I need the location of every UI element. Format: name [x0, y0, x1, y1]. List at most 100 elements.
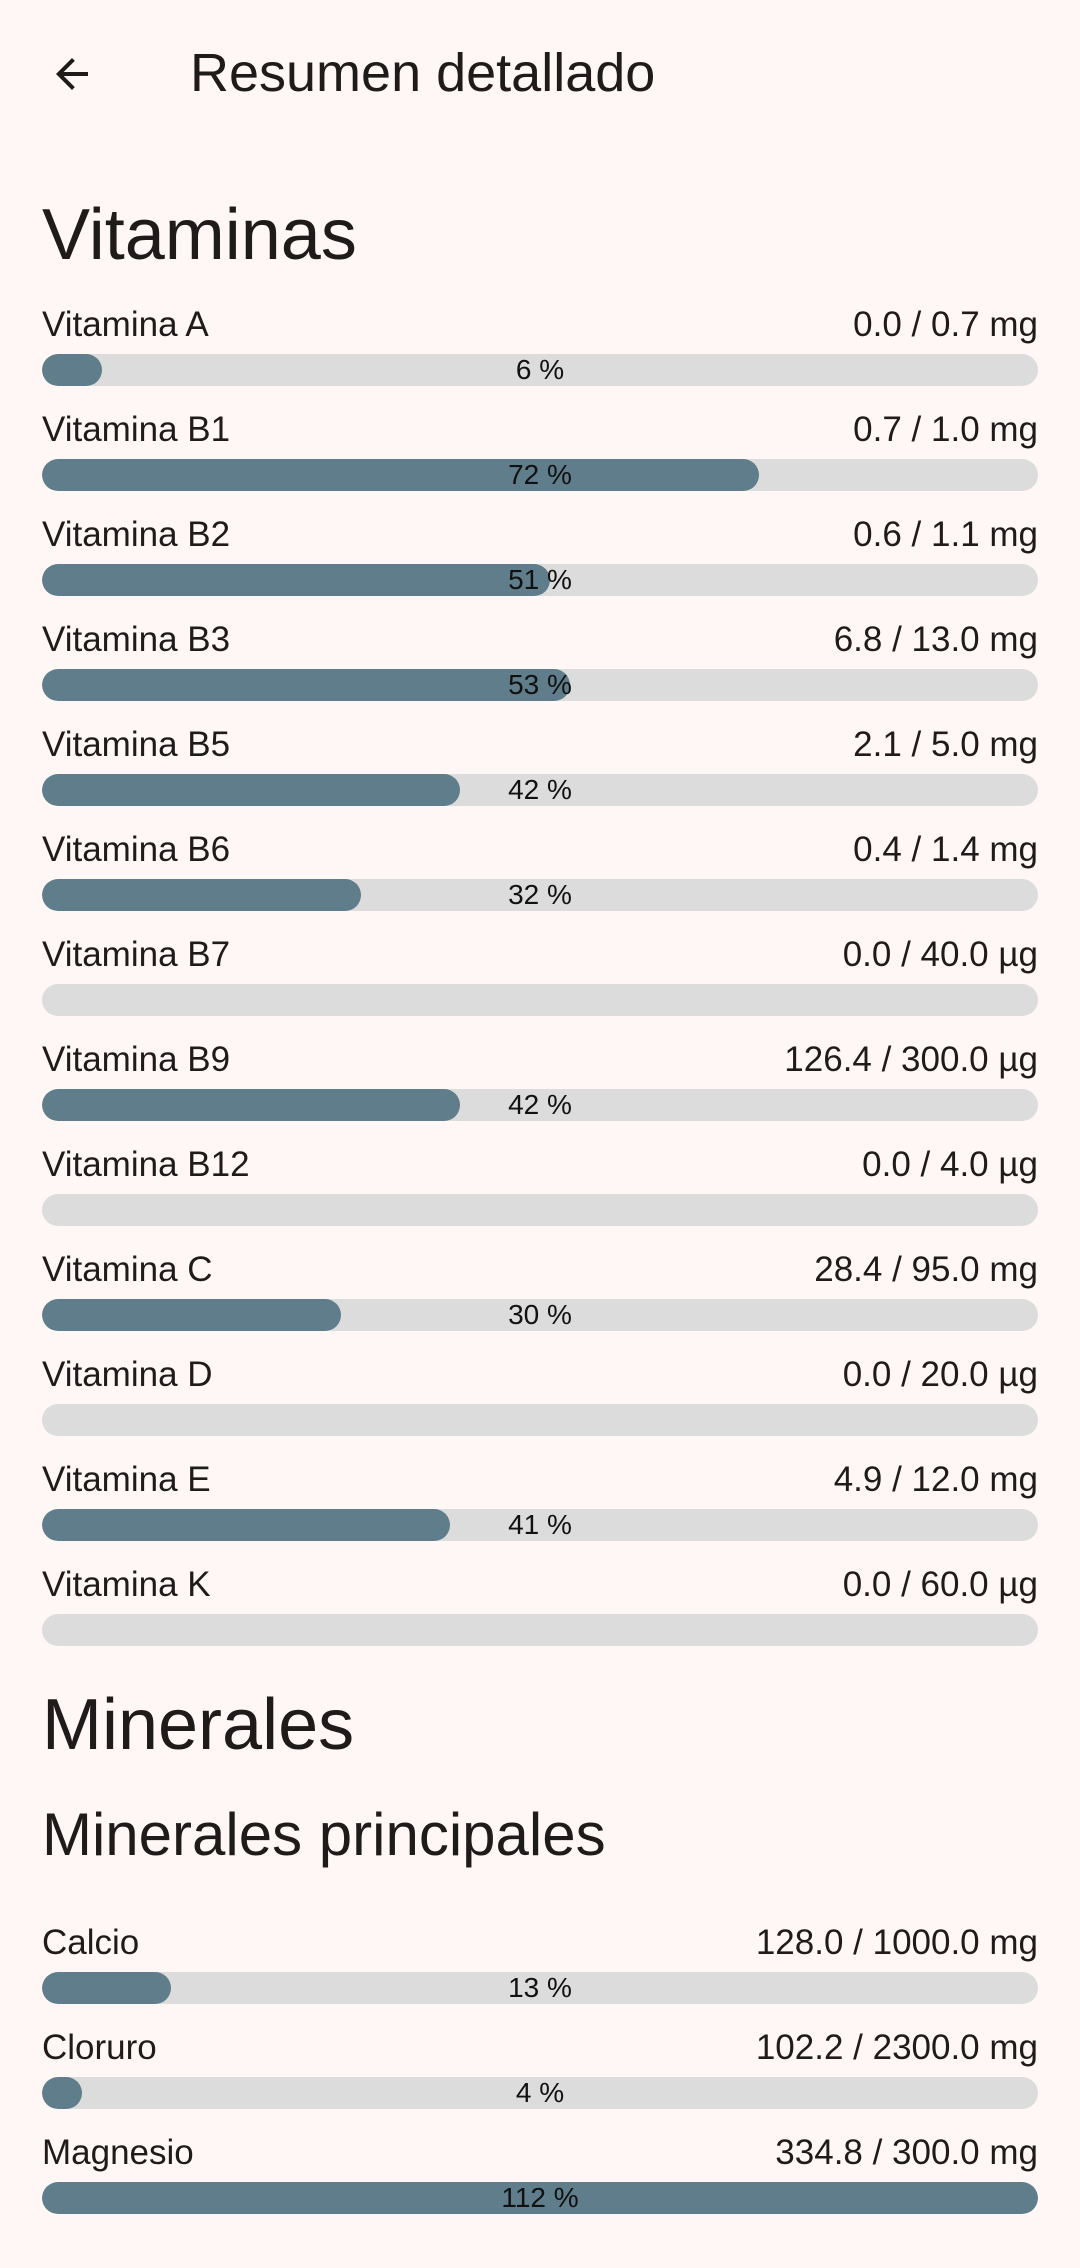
nutrient-amount: 0.7 / 1.0 mg — [853, 410, 1038, 449]
nutrient-name: Vitamina B12 — [42, 1145, 250, 1184]
nutrient-row: Cloruro 102.2 / 2300.0 mg 4 % — [42, 2025, 1038, 2130]
nutrient-row: Vitamina B6 0.4 / 1.4 mg 32 % — [42, 827, 1038, 932]
progress-percent-label — [42, 1194, 1038, 1226]
progress-percent-label: 72 % — [508, 459, 572, 490]
progress-percent-label — [42, 1614, 1038, 1646]
nutrient-row: Vitamina B3 6.8 / 13.0 mg 53 % — [42, 617, 1038, 722]
nutrient-row: Vitamina B12 0.0 / 4.0 µg — [42, 1142, 1038, 1247]
progress-bar — [42, 984, 1038, 1016]
progress-bar: 30 % — [42, 1299, 1038, 1331]
progress-bar-fill — [42, 1299, 341, 1331]
nutrient-name: Vitamina A — [42, 305, 209, 344]
progress-percent-label: 30 % — [508, 1299, 572, 1330]
nutrient-amount: 0.6 / 1.1 mg — [853, 515, 1038, 554]
progress-percent-label: 112 % — [501, 2182, 579, 2213]
progress-bar — [42, 1614, 1038, 1646]
progress-percent-label: 42 % — [508, 774, 572, 805]
nutrient-name: Vitamina E — [42, 1460, 211, 1499]
nutrient-name: Vitamina C — [42, 1250, 213, 1289]
nutrient-row: Calcio 128.0 / 1000.0 mg 13 % — [42, 1920, 1038, 2025]
progress-bar-fill — [42, 2182, 1038, 2214]
nutrient-name: Cloruro — [42, 2028, 157, 2067]
page-title: Resumen detallado — [190, 43, 656, 103]
nutrient-row: Vitamina A 0.0 / 0.7 mg 6 % — [42, 302, 1038, 407]
nutrient-amount: 28.4 / 95.0 mg — [814, 1250, 1038, 1289]
progress-percent-label: 13 % — [508, 1972, 572, 2003]
arrow-back-icon — [56, 58, 88, 90]
progress-bar: 53 % — [42, 669, 1038, 701]
top-app-bar: Resumen detallado — [0, 0, 1080, 145]
nutrient-row: Vitamina B5 2.1 / 5.0 mg 42 % — [42, 722, 1038, 827]
nutrient-amount: 6.8 / 13.0 mg — [833, 620, 1038, 659]
progress-bar: 13 % — [42, 1972, 1038, 2004]
progress-percent-label: 6 % — [515, 354, 565, 385]
progress-bar-fill — [42, 1089, 461, 1121]
progress-percent-label: 42 % — [508, 1089, 572, 1120]
progress-percent-label: 53 % — [508, 669, 572, 700]
progress-bar — [42, 1404, 1038, 1436]
progress-bar: 42 % — [42, 774, 1038, 806]
progress-percent-label — [42, 1404, 1038, 1436]
progress-bar-fill — [42, 879, 361, 911]
progress-bar-fill — [42, 1509, 451, 1541]
nutrient-amount: 4.9 / 12.0 mg — [833, 1460, 1038, 1499]
progress-bar-fill — [42, 1972, 172, 2004]
nutrient-amount: 0.0 / 40.0 µg — [842, 935, 1038, 974]
progress-bar: 41 % — [42, 1509, 1038, 1541]
nutrient-row: Magnesio 334.8 / 300.0 mg 112 % — [42, 2130, 1038, 2235]
nutrient-amount: 0.0 / 60.0 µg — [842, 1565, 1038, 1604]
progress-bar-fill — [42, 354, 102, 386]
nutrient-amount: 0.0 / 20.0 µg — [842, 1355, 1038, 1394]
nutrient-row: Vitamina B7 0.0 / 40.0 µg — [42, 932, 1038, 1037]
progress-bar: 51 % — [42, 564, 1038, 596]
progress-percent-label — [42, 984, 1038, 1016]
nutrient-row: Vitamina D 0.0 / 20.0 µg — [42, 1352, 1038, 1457]
progress-percent-label: 4 % — [515, 2077, 565, 2108]
progress-bar-fill — [42, 459, 760, 491]
progress-percent-label: 32 % — [508, 879, 572, 910]
vitamins-section-title: Vitaminas — [42, 195, 357, 275]
progress-bar: 6 % — [42, 354, 1038, 386]
nutrient-name: Vitamina B5 — [42, 725, 231, 764]
back-button[interactable] — [30, 32, 114, 116]
nutrient-name: Vitamina D — [42, 1355, 213, 1394]
progress-bar-fill — [42, 669, 570, 701]
progress-bar — [42, 1194, 1038, 1226]
progress-bar: 4 % — [42, 2077, 1038, 2109]
nutrient-row: Vitamina E 4.9 / 12.0 mg 41 % — [42, 1457, 1038, 1562]
progress-bar-fill — [42, 564, 550, 596]
progress-bar-fill — [42, 774, 461, 806]
progress-bar: 112 % — [42, 2182, 1038, 2214]
nutrient-amount: 334.8 / 300.0 mg — [775, 2133, 1038, 2172]
progress-bar: 72 % — [42, 459, 1038, 491]
progress-percent-label: 51 % — [508, 564, 572, 595]
nutrient-amount: 126.4 / 300.0 µg — [784, 1040, 1038, 1079]
nutrient-amount: 128.0 / 1000.0 mg — [755, 1923, 1038, 1962]
nutrient-name: Vitamina B6 — [42, 830, 231, 869]
progress-bar-fill — [42, 2077, 82, 2109]
nutrient-amount: 2.1 / 5.0 mg — [853, 725, 1038, 764]
nutrient-amount: 0.0 / 4.0 µg — [862, 1145, 1038, 1184]
nutrient-amount: 102.2 / 2300.0 mg — [755, 2028, 1038, 2067]
main-minerals-list: Calcio 128.0 / 1000.0 mg 13 % Cloruro 102.2 … — [42, 1920, 1038, 2235]
nutrient-row: Vitamina B1 0.7 / 1.0 mg 72 % — [42, 407, 1038, 512]
nutrient-amount: 0.0 / 0.7 mg — [853, 305, 1038, 344]
nutrient-amount: 0.4 / 1.4 mg — [853, 830, 1038, 869]
nutrient-name: Vitamina B1 — [42, 410, 231, 449]
nutrient-name: Vitamina B3 — [42, 620, 231, 659]
nutrient-name: Vitamina B2 — [42, 515, 231, 554]
nutrient-name: Vitamina K — [42, 1565, 211, 1604]
nutrient-name: Vitamina B9 — [42, 1040, 231, 1079]
nutrient-name: Vitamina B7 — [42, 935, 231, 974]
progress-bar: 32 % — [42, 879, 1038, 911]
nutrient-row: Vitamina B2 0.6 / 1.1 mg 51 % — [42, 512, 1038, 617]
nutrient-row: Vitamina C 28.4 / 95.0 mg 30 % — [42, 1247, 1038, 1352]
progress-bar: 42 % — [42, 1089, 1038, 1121]
nutrient-row: Vitamina B9 126.4 / 300.0 µg 42 % — [42, 1037, 1038, 1142]
minerals-section-title: Minerales — [42, 1685, 355, 1765]
nutrient-row: Vitamina K 0.0 / 60.0 µg — [42, 1562, 1038, 1667]
nutrient-name: Magnesio — [42, 2133, 194, 2172]
progress-percent-label: 41 % — [508, 1509, 572, 1540]
nutrient-name: Calcio — [42, 1923, 140, 1962]
vitamins-list: Vitamina A 0.0 / 0.7 mg 6 % Vitamina B1 0.7 … — [42, 302, 1038, 1667]
